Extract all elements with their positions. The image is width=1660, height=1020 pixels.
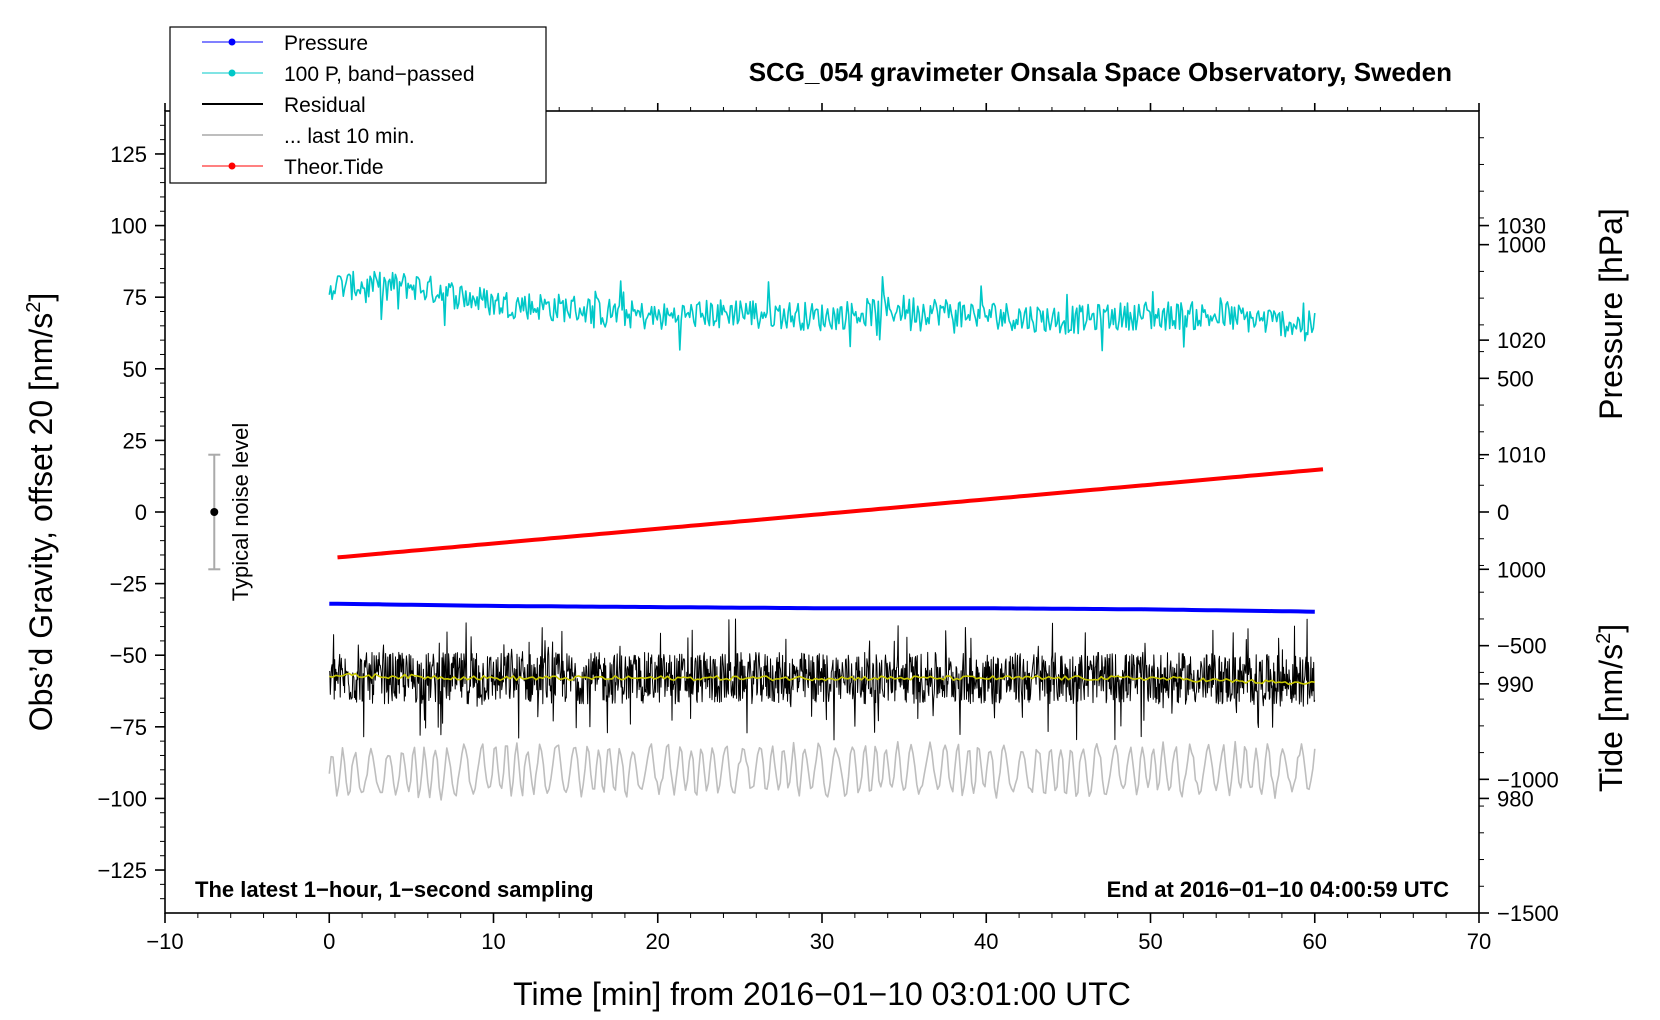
y-tick-label: 50 [123, 357, 147, 382]
pressure-tick-label: 990 [1497, 672, 1534, 697]
y-tick-label: 125 [110, 142, 147, 167]
pressure-tick-label: 1020 [1497, 328, 1546, 353]
x-tick-label: 40 [974, 929, 998, 954]
x-tick-label: 0 [323, 929, 335, 954]
y-tick-label: −100 [97, 786, 147, 811]
y-tick-label: 75 [123, 285, 147, 310]
legend: Pressure 100 P, band−passed Residual ... la… [169, 26, 547, 184]
tick-layer [155, 103, 1489, 923]
y-tick-label: −25 [110, 572, 147, 597]
x-axis-title: Time [min] from 2016−01−10 03:01:00 UTC [513, 976, 1131, 1012]
y-axis-title-tide-end: ] [1593, 624, 1629, 633]
y-axis-title-tide-main: Tide [nm/s [1593, 644, 1629, 792]
legend-label: 100 P, band−passed [284, 63, 475, 86]
x-tick-label: 10 [481, 929, 505, 954]
x-tick-label: 30 [810, 929, 834, 954]
y-axis-title-tide-sup: 2 [1593, 633, 1615, 644]
noise-bar [208, 453, 221, 571]
y-axis-title-left-end: ] [23, 293, 59, 302]
y-tick-label: −125 [97, 858, 147, 883]
series-theor-tide [337, 467, 1324, 560]
noise-label: Typical noise level [228, 423, 253, 602]
tide-tick-label: 500 [1497, 366, 1534, 391]
pressure-tick-label: 980 [1497, 786, 1534, 811]
noise-bar-point [210, 508, 219, 516]
pressure-tick-label: 1010 [1497, 443, 1546, 468]
note-left: The latest 1−hour, 1−second sampling [195, 877, 594, 902]
legend-label: Residual [284, 94, 366, 117]
series-residual [328, 618, 1316, 741]
y-axis-title-left: Obs’d Gravity, offset 20 [nm/s2] [23, 293, 59, 732]
y-tick-label: 25 [123, 428, 147, 453]
series-100-p-band-passed [328, 270, 1316, 352]
legend-label: Pressure [284, 32, 368, 55]
chart-title: SCG_054 gravimeter Onsala Space Observat… [749, 57, 1452, 87]
pressure-tick-label: 1030 [1497, 214, 1546, 239]
y-axis-title-tide: Tide [nm/s2] [1593, 624, 1629, 792]
legend-marker [228, 38, 236, 46]
legend-marker [228, 69, 236, 77]
tide-tick-label: 0 [1497, 500, 1509, 525]
series-residual-smoothed [329, 672, 1315, 686]
series-last-10-min [328, 740, 1316, 801]
pressure-tick-label: 1000 [1497, 557, 1546, 582]
tide-tick-label: −1500 [1497, 901, 1559, 926]
tick-label-layer: −10 0 10 20 30 40 50 60 701251007550250−25−50−75… [97, 142, 1558, 954]
tide-tick-label: −1000 [1497, 767, 1559, 792]
series-layer [328, 270, 1324, 801]
x-tick-label: 20 [646, 929, 670, 954]
legend-entries: Pressure 100 P, band−passed Residual ... la… [202, 32, 475, 179]
y-tick-label: −75 [110, 715, 147, 740]
x-tick-label: 60 [1303, 929, 1327, 954]
legend-marker [228, 162, 236, 170]
y-tick-label: 100 [110, 214, 147, 239]
tide-tick-label: −500 [1497, 634, 1547, 659]
tide-tick-label: 1000 [1497, 233, 1546, 258]
x-tick-label: 70 [1467, 929, 1491, 954]
series-pressure [329, 601, 1315, 614]
y-axis-title-left-main: Obs’d Gravity, offset 20 [nm/s [23, 313, 59, 732]
y-axis-title-left-sup: 2 [23, 302, 45, 313]
note-right: End at 2016−01−10 04:00:59 UTC [1107, 877, 1450, 902]
y-tick-label: −50 [110, 643, 147, 668]
y-tick-label: 0 [135, 500, 147, 525]
legend-label: Theor.Tide [284, 156, 384, 179]
y-axis-title-pressure: Pressure [hPa] [1593, 208, 1629, 420]
x-tick-label: 50 [1138, 929, 1162, 954]
legend-label: ... last 10 min. [284, 125, 415, 148]
x-tick-label: −10 [146, 929, 183, 954]
